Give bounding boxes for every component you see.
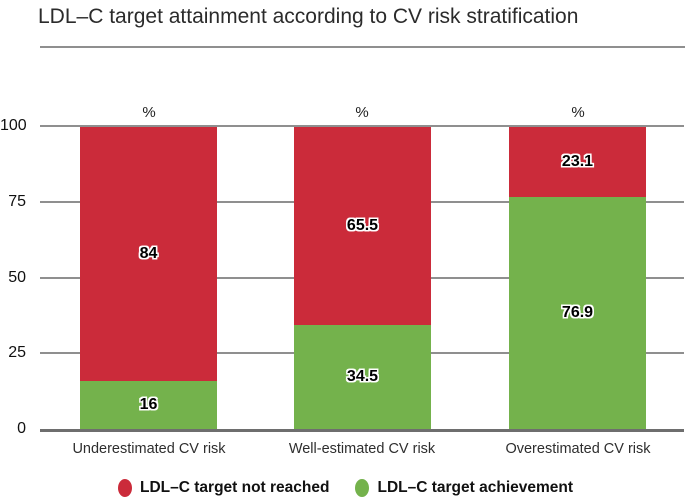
x-axis-label: Overestimated CV risk	[505, 441, 651, 457]
title-separator-line	[40, 46, 685, 48]
percent-label: %	[355, 104, 369, 121]
legend: LDL–C target not reached LDL–C target ach…	[118, 478, 573, 498]
value-label: 34.5	[346, 368, 379, 385]
y-axis-label: 50	[8, 269, 26, 286]
gridline-100	[40, 125, 684, 127]
legend-swatch-icon	[355, 479, 370, 497]
value-label: 16	[139, 396, 158, 413]
bar-segment-not-reached: 65.5	[294, 127, 431, 325]
bar-segment-not-reached: 23.1	[509, 127, 646, 197]
y-axis-label: 75	[8, 193, 26, 210]
x-axis-line	[40, 429, 684, 432]
percent-label: %	[142, 104, 156, 121]
legend-item-label: LDL–C target not reached	[140, 479, 330, 496]
bar-segment-achievement: 16	[80, 381, 217, 429]
bar-column: 23.1 76.9	[509, 127, 646, 429]
percent-label: %	[571, 104, 585, 121]
x-axis-label: Well-estimated CV risk	[288, 441, 436, 457]
bar-segment-not-reached: 84	[80, 127, 217, 381]
y-axis-label: 25	[8, 344, 26, 361]
legend-swatch-icon	[118, 479, 132, 497]
bar-segment-achievement: 34.5	[294, 325, 431, 429]
value-label: 65.5	[346, 217, 379, 234]
value-label: 76.9	[561, 304, 594, 321]
value-label: 23.1	[561, 153, 594, 170]
x-axis-label: Underestimated CV risk	[72, 441, 226, 457]
bar-column: 84 16	[80, 127, 217, 429]
y-axis-label: 0	[17, 420, 26, 437]
legend-item-label: LDL–C target achievement	[377, 479, 574, 496]
legend-item: LDL–C target achievement	[355, 479, 573, 497]
y-axis-label: 100	[0, 117, 27, 134]
legend-item: LDL–C target not reached	[118, 479, 329, 497]
chart-title: LDL–C target attainment according to CV …	[38, 5, 579, 28]
bar-column: 65.5 34.5	[294, 127, 431, 429]
value-label: 84	[139, 245, 158, 262]
bar-segment-achievement: 76.9	[509, 197, 646, 429]
